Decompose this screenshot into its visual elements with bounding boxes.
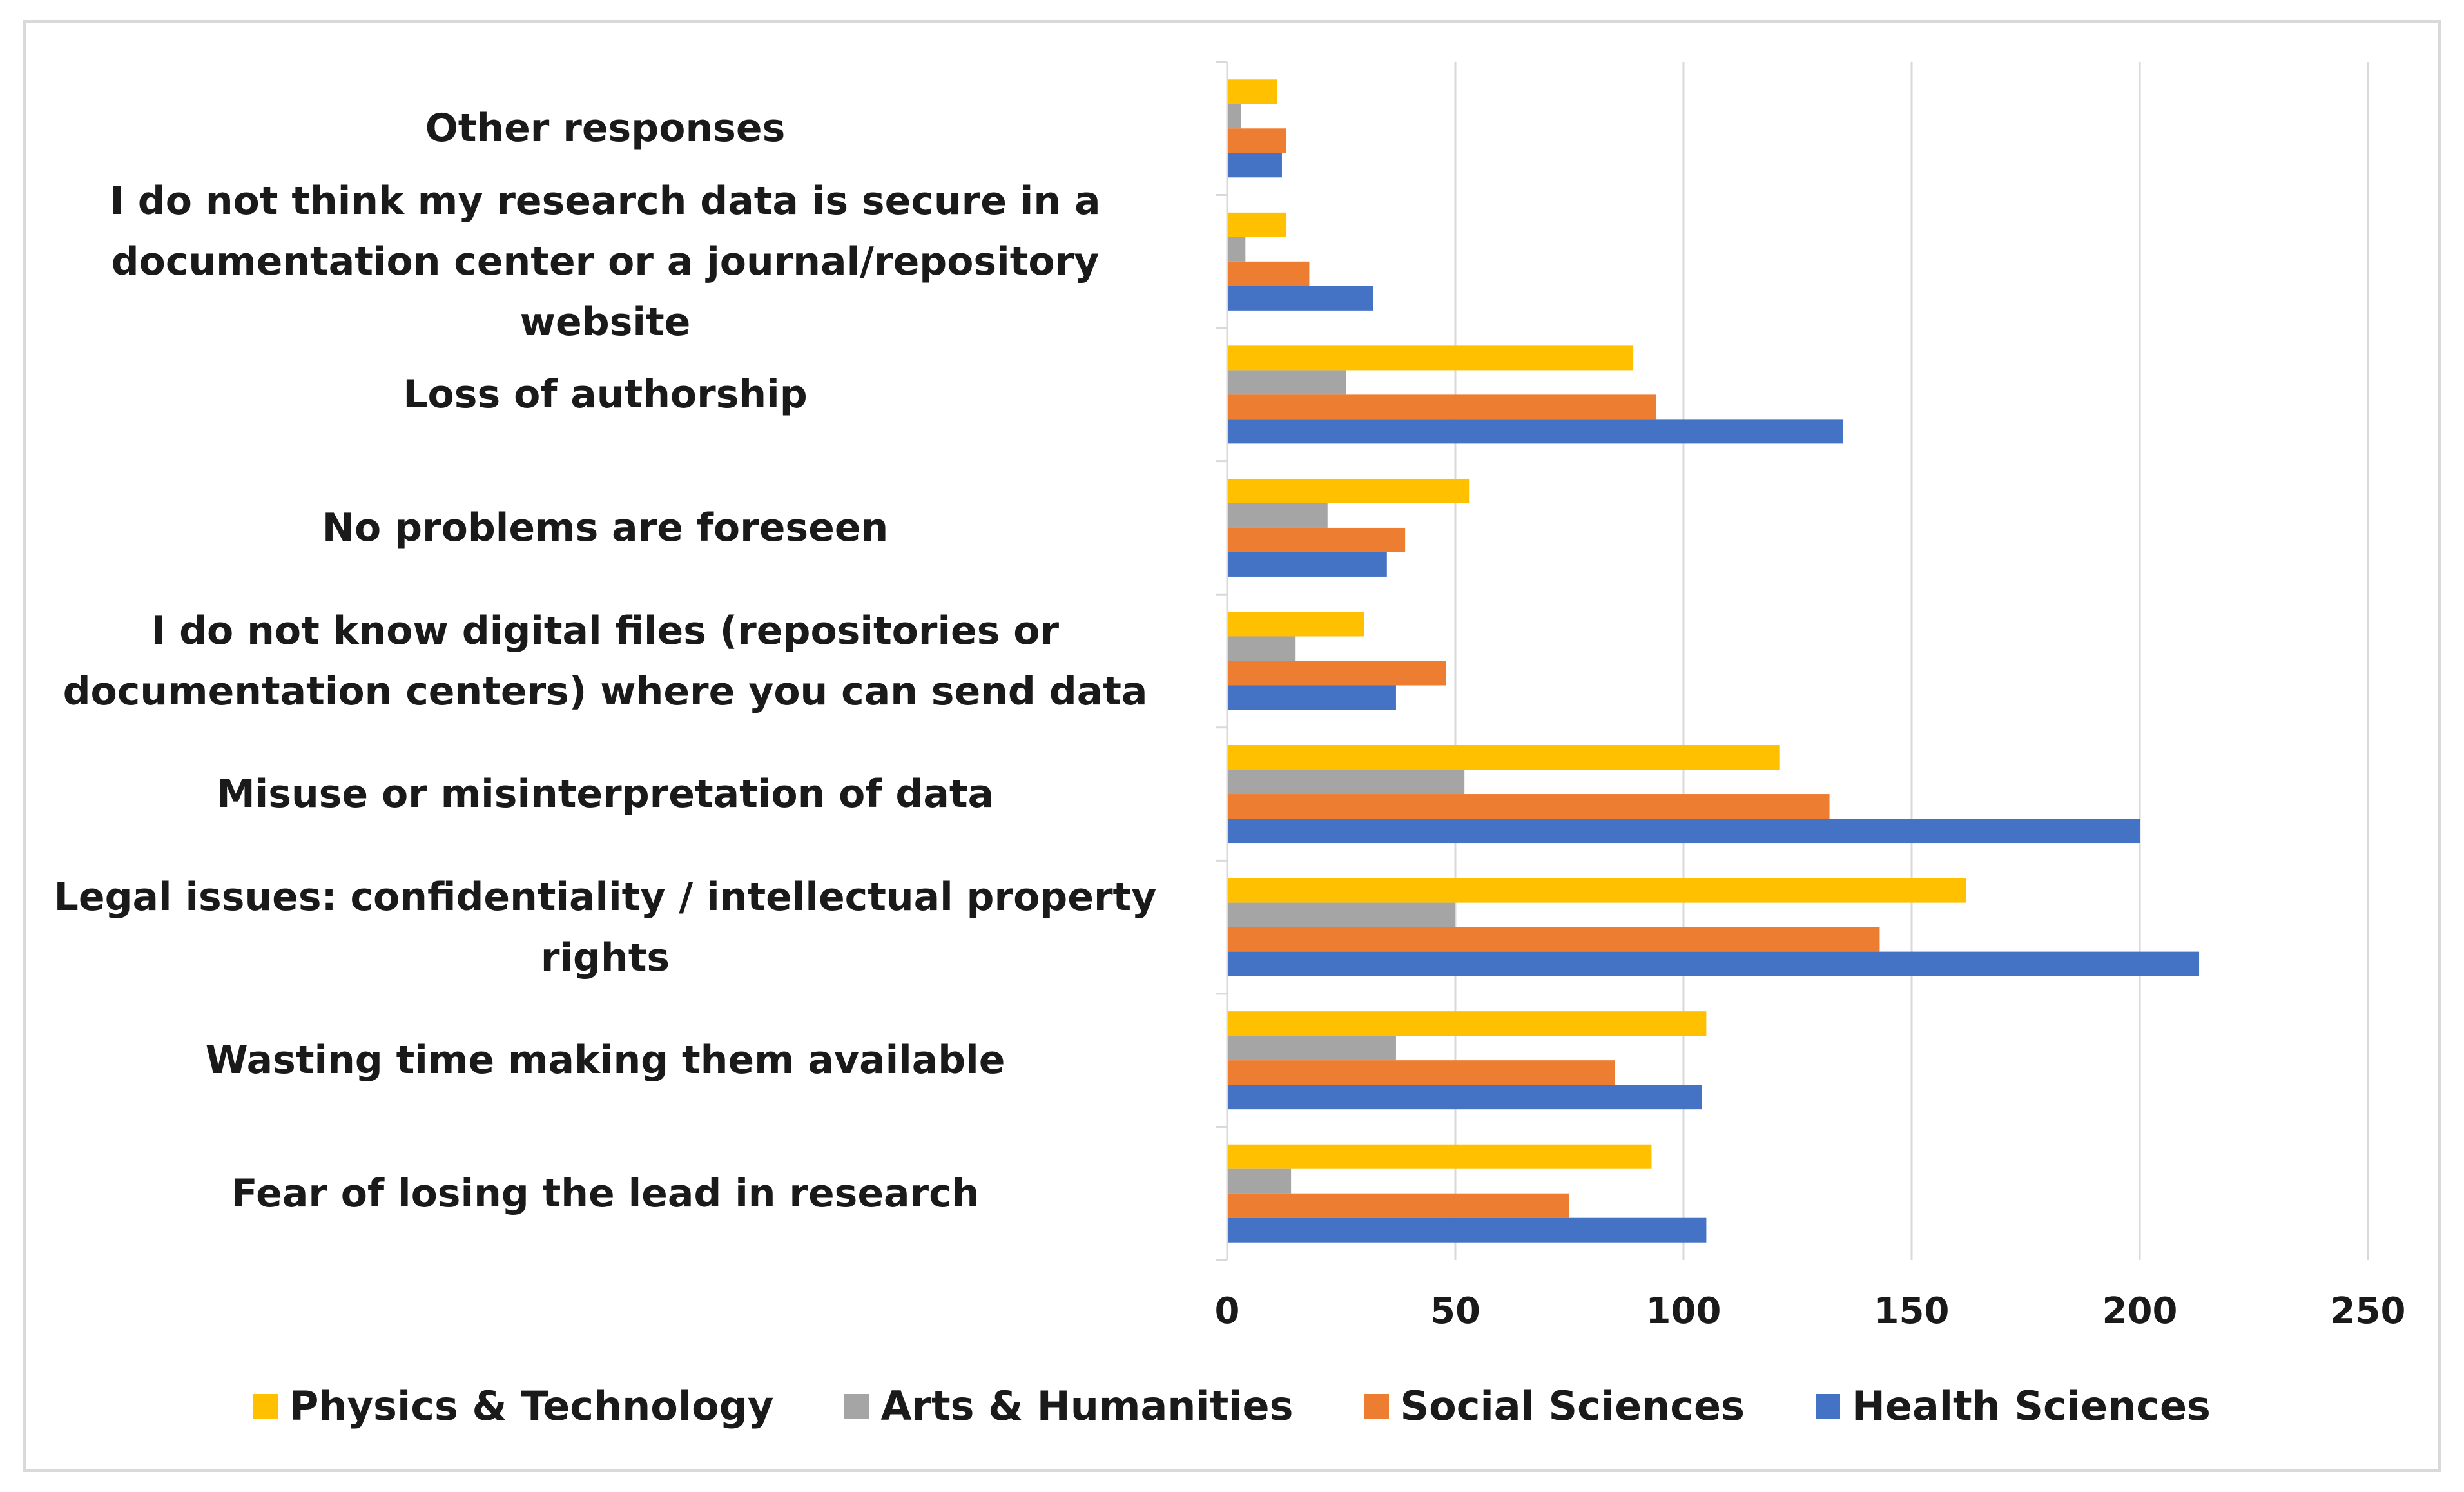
category-label-line: I do not know digital files (repositorie… [151,608,1060,654]
legend-label: Arts & Humanities [880,1382,1294,1429]
x-tick-label: 100 [1645,1290,1722,1332]
category-label-line: documentation center or a journal/reposi… [111,238,1100,345]
bar-physics-technology-5 [1227,745,1780,770]
x-tick-label: 200 [2102,1290,2178,1332]
category-label: I do not know digital files (repositorie… [25,601,1185,722]
category-label-line: Wasting time making them available [205,1038,1005,1083]
bar-health-sciences-0 [1227,153,1282,178]
bar-social-sciences-1 [1227,261,1310,286]
bar-social-sciences-3 [1227,527,1406,552]
bar-health-sciences-5 [1227,819,2140,844]
bar-arts-humanities-0 [1227,104,1241,129]
category-label-line: Fear of losing the lead in research [231,1170,980,1216]
bar-arts-humanities-7 [1227,1036,1396,1061]
category-label: Loss of authorship [25,364,1185,425]
legend: Physics & Technology Arts & Humanities Soc… [0,1381,2464,1432]
bar-arts-humanities-1 [1227,237,1246,262]
bar-arts-humanities-5 [1227,770,1465,795]
bar-physics-technology-0 [1227,79,1277,104]
axes [1216,61,1228,1261]
category-label-line: documentation centers) where you can sen… [63,668,1148,714]
bar-health-sciences-4 [1227,685,1396,710]
bars [1227,79,2200,1243]
bar-physics-technology-1 [1227,212,1287,237]
bar-physics-technology-2 [1227,345,1634,371]
bar-health-sciences-3 [1227,552,1387,577]
bar-health-sciences-6 [1227,951,2200,976]
bar-physics-technology-7 [1227,1011,1707,1036]
category-label: No problems are foreseen [25,498,1185,558]
bar-social-sciences-4 [1227,661,1446,686]
category-label-line: Other responses [425,106,786,151]
x-tick-label: 250 [2330,1290,2406,1332]
bar-health-sciences-2 [1227,419,1843,444]
legend-label: Social Sciences [1400,1382,1745,1429]
bar-social-sciences-0 [1227,128,1287,153]
category-label: Misuse or misinterpretation of data [25,764,1185,824]
bar-social-sciences-6 [1227,927,1880,952]
bar-health-sciences-1 [1227,286,1373,311]
bar-physics-technology-8 [1227,1144,1652,1169]
category-label-line: Misuse or misinterpretation of data [216,771,994,817]
legend-label: Health Sciences [1852,1382,2211,1429]
bar-social-sciences-5 [1227,794,1830,819]
legend-swatch [1364,1394,1389,1419]
bar-arts-humanities-8 [1227,1168,1292,1194]
bar-arts-humanities-3 [1227,503,1328,528]
bar-arts-humanities-6 [1227,902,1455,927]
category-label: Other responses [25,98,1185,159]
bar-social-sciences-8 [1227,1193,1569,1218]
bar-health-sciences-8 [1227,1217,1707,1243]
legend-item: Social Sciences [1364,1381,1745,1432]
category-label-line: rights [540,935,670,980]
category-label: Fear of losing the lead in research [25,1163,1185,1224]
bar-arts-humanities-4 [1227,636,1296,661]
legend-swatch [253,1394,278,1419]
x-tick-label: 150 [1874,1290,1950,1332]
bar-health-sciences-7 [1227,1085,1702,1110]
x-tick-label: 50 [1430,1290,1480,1332]
category-label-line: I do not think my research data is secur… [110,178,1101,224]
category-label: Wasting time making them available [25,1030,1185,1090]
legend-item: Health Sciences [1816,1381,2211,1432]
category-label-line: No problems are foreseen [322,505,889,550]
category-label: I do not think my research data is secur… [25,171,1185,353]
bar-physics-technology-4 [1227,612,1364,637]
legend-swatch [844,1394,869,1419]
category-label-line: Loss of authorship [403,372,808,418]
category-label: Legal issues: confidentiality / intellec… [25,867,1185,988]
bar-social-sciences-7 [1227,1060,1615,1085]
bar-social-sciences-2 [1227,394,1656,420]
bar-physics-technology-6 [1227,878,1966,903]
bar-physics-technology-3 [1227,478,1470,503]
category-label-line: Legal issues: confidentiality / intellec… [53,874,1157,920]
legend-item: Arts & Humanities [844,1381,1294,1432]
legend-item: Physics & Technology [253,1381,773,1432]
legend-swatch [1816,1394,1840,1419]
legend-label: Physics & Technology [289,1382,774,1429]
bar-arts-humanities-2 [1227,370,1346,395]
x-tick-label: 0 [1214,1290,1240,1332]
